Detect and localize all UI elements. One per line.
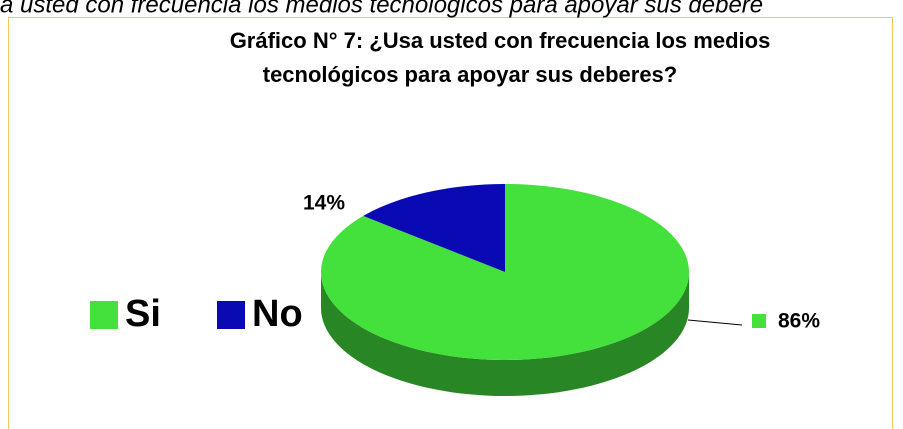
pie-slice bbox=[363, 184, 505, 272]
legend-key bbox=[90, 301, 118, 329]
chart-title: Gráfico N° 7: ¿Usa usted con frecuencia … bbox=[230, 28, 771, 53]
pie-slice-side bbox=[321, 272, 689, 396]
chart-frame bbox=[8, 17, 893, 429]
leader-line bbox=[687, 319, 743, 326]
legend-label: No bbox=[252, 293, 303, 335]
legend-label: Si bbox=[125, 293, 161, 335]
top-text: a usted con frecuencia los medios tecnol… bbox=[0, 0, 763, 18]
label-key bbox=[752, 314, 766, 328]
legend-key bbox=[217, 301, 245, 329]
data-label: 14% bbox=[303, 192, 345, 215]
chart-title: tecnológicos para apoyar sus deberes? bbox=[263, 62, 677, 87]
data-label: 86% bbox=[778, 310, 820, 333]
